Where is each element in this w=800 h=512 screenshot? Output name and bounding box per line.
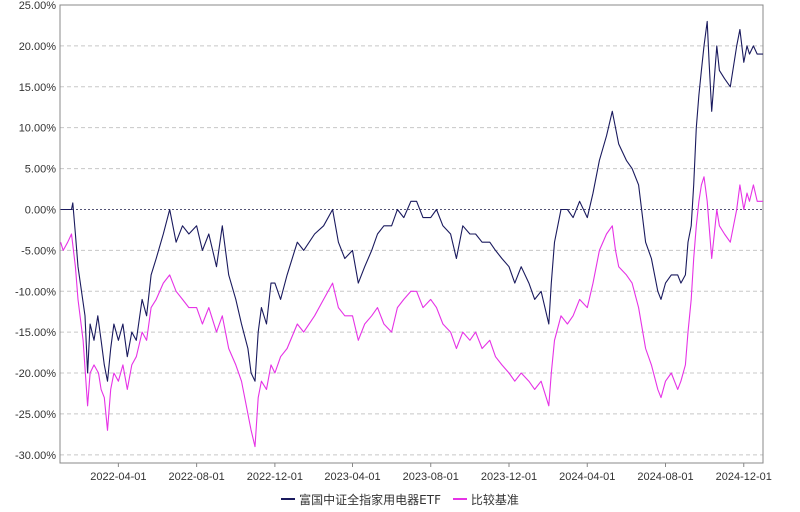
legend-item-fund[interactable]: 富国中证全指家用电器ETF <box>281 491 441 508</box>
legend-label-fund: 富国中证全指家用电器ETF <box>299 492 441 507</box>
y-tick-label: 0.00% <box>25 204 56 216</box>
x-tick-label: 2024-12-01 <box>716 471 772 483</box>
legend-item-benchmark[interactable]: 比较基准 <box>452 491 519 508</box>
grid-lines <box>60 4 763 456</box>
x-tick-label: 2022-04-01 <box>90 471 146 483</box>
y-tick-label: -15.00% <box>15 327 56 339</box>
y-tick-label: -30.00% <box>15 450 56 462</box>
y-tick-label: -5.00% <box>21 245 56 257</box>
y-tick-label: 25.00% <box>19 0 57 12</box>
series-line-benchmark <box>60 176 763 448</box>
y-axis-ticks: 25.00% 20.00% 15.00% 10.00% 5.00% 0.00% -5.00%… <box>15 0 56 462</box>
x-tick-label: 2023-12-01 <box>481 471 537 483</box>
series-lines <box>60 20 763 448</box>
series-line-fund <box>60 20 763 382</box>
legend: 富国中证全指家用电器ETF 比较基准 <box>0 489 800 508</box>
y-tick-label: 10.00% <box>19 123 57 135</box>
y-tick-label: 15.00% <box>19 82 57 94</box>
x-tick-label: 2023-04-01 <box>324 471 380 483</box>
y-tick-label: -20.00% <box>15 368 56 380</box>
y-tick-label: -10.00% <box>15 286 56 298</box>
plot-frame <box>59 4 764 464</box>
x-tick-label: 2022-12-01 <box>247 471 303 483</box>
y-tick-label: 20.00% <box>19 41 57 53</box>
plot-border <box>59 4 764 464</box>
y-tick-label: -25.00% <box>15 409 56 421</box>
x-tick-label: 2023-08-01 <box>403 471 459 483</box>
legend-swatch-fund <box>281 498 296 500</box>
y-tick-label: 5.00% <box>25 164 56 176</box>
x-tick-label: 2022-08-01 <box>168 471 224 483</box>
x-axis-ticks: 2022-04-01 2022-08-01 2022-12-01 2023-04-01… <box>90 463 772 483</box>
legend-label-benchmark: 比较基准 <box>470 492 519 507</box>
legend-swatch-benchmark <box>452 498 467 500</box>
x-tick-label: 2024-04-01 <box>559 471 615 483</box>
x-tick-label: 2024-08-01 <box>637 471 693 483</box>
